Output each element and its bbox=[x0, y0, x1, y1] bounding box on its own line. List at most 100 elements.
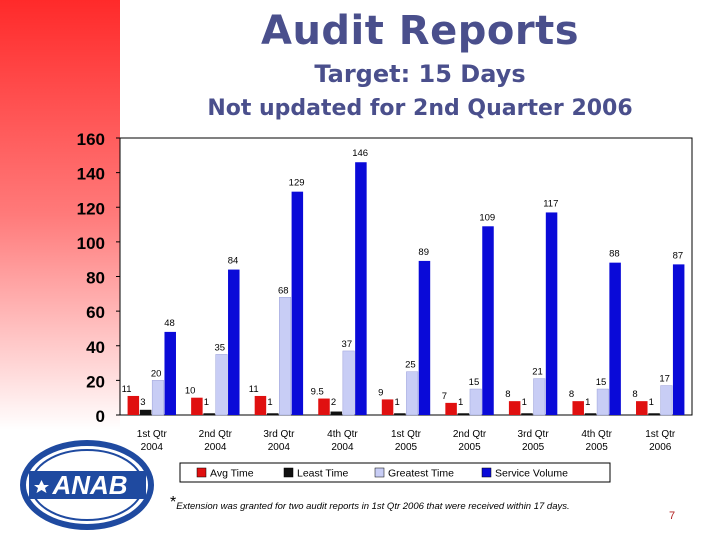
data-label: 11 bbox=[122, 384, 132, 395]
data-label: 21 bbox=[532, 367, 543, 378]
bar-avg-time bbox=[318, 398, 330, 415]
data-label: 3 bbox=[140, 397, 145, 408]
legend-swatch bbox=[481, 467, 492, 478]
data-label: 8 bbox=[632, 389, 637, 400]
data-label: 48 bbox=[164, 318, 175, 329]
bar-greatest-time bbox=[342, 350, 355, 416]
bar-avg-time bbox=[381, 399, 394, 415]
footnote-star: * bbox=[170, 494, 177, 511]
page-number: 7 bbox=[669, 510, 676, 522]
data-label: 109 bbox=[479, 212, 495, 223]
bar-greatest-time bbox=[596, 388, 609, 416]
legend-swatch bbox=[283, 467, 294, 478]
data-label: 88 bbox=[609, 249, 620, 260]
page-subtitle: Target: 15 Days bbox=[314, 60, 526, 88]
x-tick-label: 2nd Qtr bbox=[199, 429, 233, 440]
bar-greatest-time bbox=[533, 378, 546, 416]
x-tick-label: 2004 bbox=[331, 442, 354, 453]
x-tick-label: 4th Qtr bbox=[327, 429, 358, 440]
bar-least-time bbox=[584, 413, 597, 415]
bar-avg-time bbox=[445, 402, 457, 415]
data-label: 37 bbox=[342, 339, 353, 350]
decorative-red-gradient-bar bbox=[0, 0, 120, 430]
bar-greatest-time bbox=[660, 385, 673, 416]
bar-least-time bbox=[394, 413, 406, 415]
bar-service-volume bbox=[545, 212, 558, 415]
y-tick-label: 60 bbox=[86, 303, 105, 322]
bar-service-volume bbox=[355, 162, 367, 415]
footnote: *Extension was granted for two audit rep… bbox=[170, 494, 570, 512]
data-label: 2 bbox=[331, 397, 336, 408]
x-tick-label: 2nd Qtr bbox=[453, 429, 487, 440]
data-label: 8 bbox=[505, 389, 510, 400]
data-label: 1 bbox=[649, 397, 654, 408]
data-label: 8 bbox=[569, 389, 574, 400]
data-label: 9.5 bbox=[311, 387, 324, 398]
x-tick-label: 2006 bbox=[649, 442, 672, 453]
bar-service-volume bbox=[291, 191, 304, 415]
x-tick-label: 2004 bbox=[141, 442, 164, 453]
x-tick-label: 2004 bbox=[268, 442, 291, 453]
data-label: 1 bbox=[585, 397, 590, 408]
y-tick-label: 80 bbox=[86, 269, 105, 288]
data-label: 35 bbox=[214, 342, 225, 353]
data-label: 89 bbox=[418, 247, 429, 258]
data-label: 7 bbox=[442, 391, 447, 402]
y-tick-label: 160 bbox=[77, 130, 105, 149]
data-label: 20 bbox=[151, 368, 162, 379]
bar-least-time bbox=[139, 409, 152, 415]
data-label: 68 bbox=[278, 285, 289, 296]
x-tick-label: 1st Qtr bbox=[391, 429, 422, 440]
data-label: 84 bbox=[228, 256, 239, 267]
x-tick-label: 2005 bbox=[395, 442, 418, 453]
data-label: 87 bbox=[673, 250, 684, 261]
x-tick-label: 3rd Qtr bbox=[263, 429, 295, 440]
data-label: 15 bbox=[469, 377, 480, 388]
legend-label: Least Time bbox=[297, 468, 349, 480]
legend-label: Avg Time bbox=[210, 468, 254, 480]
data-label: 117 bbox=[543, 198, 558, 209]
bar-least-time bbox=[203, 413, 215, 415]
bar-service-volume bbox=[228, 269, 240, 415]
data-label: 17 bbox=[659, 374, 670, 385]
x-tick-label: 3rd Qtr bbox=[518, 429, 550, 440]
bar-least-time bbox=[266, 413, 279, 415]
data-label: 146 bbox=[352, 148, 368, 159]
bar-greatest-time bbox=[151, 380, 164, 416]
data-label: 129 bbox=[289, 178, 305, 189]
bar-service-volume bbox=[672, 264, 685, 415]
page-title: Audit Reports bbox=[260, 8, 580, 54]
data-label: 1 bbox=[394, 397, 399, 408]
data-label: 1 bbox=[458, 397, 463, 408]
y-tick-label: 100 bbox=[77, 234, 105, 253]
data-label: 1 bbox=[522, 397, 527, 408]
x-tick-label: 2005 bbox=[586, 442, 609, 453]
x-tick-label: 2005 bbox=[522, 442, 545, 453]
legend-swatch bbox=[196, 467, 207, 478]
bar-service-volume bbox=[164, 331, 176, 415]
data-label: 1 bbox=[267, 397, 272, 408]
bar-service-volume bbox=[418, 260, 431, 415]
data-label: 1 bbox=[204, 397, 209, 408]
bar-avg-time bbox=[191, 397, 203, 415]
x-tick-label: 4th Qtr bbox=[581, 429, 612, 440]
x-tick-label: 2004 bbox=[204, 442, 227, 453]
bar-avg-time bbox=[636, 401, 648, 415]
plot-area bbox=[119, 137, 693, 416]
data-label: 25 bbox=[405, 360, 416, 371]
footnote-text: Extension was granted for two audit repo… bbox=[176, 501, 570, 512]
data-label: 10 bbox=[185, 386, 196, 397]
bar-avg-time bbox=[508, 401, 521, 415]
data-label: 15 bbox=[596, 377, 607, 388]
bar-service-volume bbox=[609, 262, 621, 415]
anab-logo: ANAB bbox=[20, 440, 155, 534]
bar-greatest-time bbox=[279, 297, 292, 416]
bar-avg-time bbox=[127, 395, 140, 415]
bar-greatest-time bbox=[215, 354, 228, 416]
y-tick-label: 20 bbox=[86, 372, 105, 391]
y-tick-label: 40 bbox=[86, 338, 105, 357]
data-label: 11 bbox=[249, 384, 259, 395]
x-tick-label: 1st Qtr bbox=[137, 429, 168, 440]
bar-greatest-time bbox=[469, 388, 482, 416]
